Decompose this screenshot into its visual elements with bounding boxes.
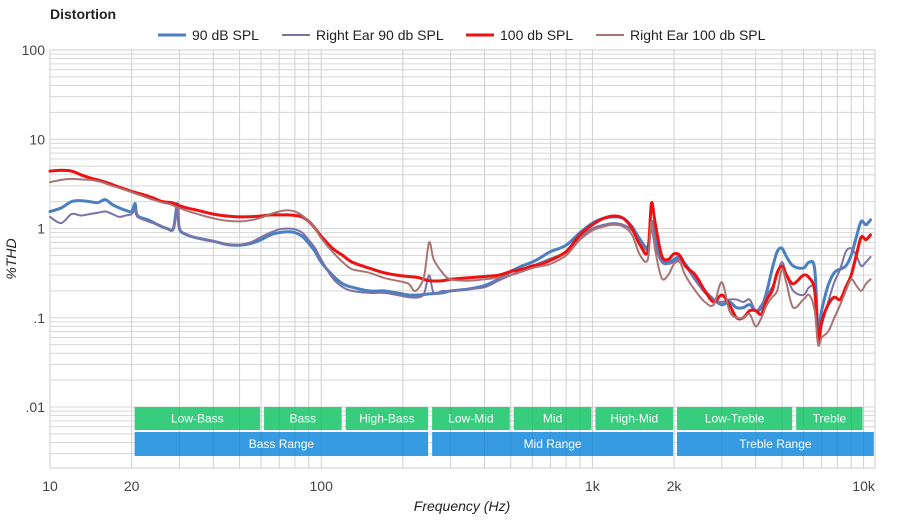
band-label: Low-Treble [705,412,765,426]
band-label: Treble Range [739,437,812,451]
y-tick-label: .1 [33,310,45,326]
band-label: Low-Bass [171,412,224,426]
x-tick-label: 1k [585,478,601,494]
series-group [48,168,872,347]
x-axis-label: Frequency (Hz) [414,498,510,514]
band-mid [513,407,592,430]
band-label: Bass [290,412,317,426]
grid [49,49,876,469]
y-tick-label: 100 [22,42,46,58]
chart-title: Distortion [50,6,116,22]
band-label: Mid Range [524,437,582,451]
band-low-treble [677,407,793,430]
legend-label: Right Ear 100 db SPL [630,27,766,43]
axis-ticks: 10 20 100 1k 2k 10k 100 10 1 .1 .01 [22,42,876,494]
legend-label: 100 db SPL [500,27,573,43]
band-label: Mid [543,412,562,426]
band-low-bass [134,407,261,430]
band-low-mid [432,407,510,430]
x-tick-label: 20 [124,478,140,494]
band-label: High-Mid [610,412,658,426]
x-tick-label: 10 [42,478,58,494]
band-label: Low-Mid [448,412,493,426]
legend: 90 dB SPL Right Ear 90 db SPL 100 db SPL Ri… [158,27,766,43]
plot-area [49,49,876,469]
band-label: Bass Range [249,437,315,451]
x-tick-label: 10k [852,478,876,494]
band-high-bass [345,407,429,430]
band-label: High-Bass [359,412,414,426]
band-high-mid [595,407,674,430]
frequency-bands: Low-Bass Bass High-Bass Low-Mid Mid High-Mid L… [134,407,874,456]
legend-label: Right Ear 90 db SPL [316,27,444,43]
band-bass-range [134,432,429,456]
legend-label: 90 dB SPL [192,27,259,43]
x-tick-label: 2k [667,478,683,494]
band-treble [796,407,863,430]
x-tick-label: 100 [310,478,334,494]
y-tick-label: .01 [26,399,46,415]
y-tick-label: 10 [29,131,45,147]
y-tick-label: 1 [37,221,45,237]
band-mid-range [432,432,674,456]
series-line-2 [48,168,872,344]
band-label: Treble [813,412,847,426]
band-treble-range [677,432,874,456]
y-axis-label: %THD [3,238,19,279]
band-bass [264,407,342,430]
series-line-3 [49,177,872,347]
